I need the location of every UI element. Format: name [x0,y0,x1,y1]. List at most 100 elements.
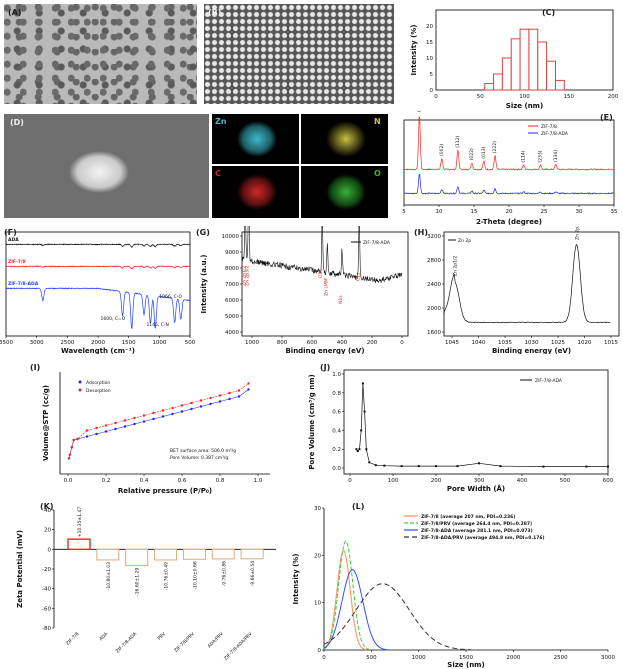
chart-i-point [180,404,184,407]
chart-i-point [218,394,222,397]
chart-i-point [247,388,250,391]
chart-g-ytick-label: 6000 [225,298,239,304]
chart-e-series-line [403,173,615,195]
chart-zeta-potential: 40 20 0 -20 -40 -60 -80 Zeta Potential (mV) +10.… [16,507,276,662]
chart-dls-size: 0 500 1000 1500 2000 2500 3000 0 10 20 30 Size (nm)… [292,506,615,668]
chart-i-point [228,397,231,401]
chart-k-value-label: -10.10±0.66 [192,561,198,589]
chart-j-point [358,448,361,451]
chart-e-frame [403,119,615,206]
chart-j-point [374,464,377,467]
chart-e-peak-label: (002) [439,144,445,156]
chart-g-ytick-label: 7000 [225,282,239,288]
chart-i-point [72,438,75,442]
chart-g-peak-label: N1s [338,295,344,304]
sem-image-b [204,4,394,104]
chart-h-xlabel: Binding energy (eV) [492,347,571,354]
panel-label-e: (E) [600,113,613,122]
chart-i-xlabel: Relative pressure (P/P₀) [118,487,212,494]
chart-e-xtick-label: 35 [611,209,618,215]
eds-map-n [301,114,388,164]
chart-j-ytick-label: 1.0 [332,372,341,378]
chart-pore-width: 0 100 200 300 400 500 600 1.0 0.8 0.6 0.4 0.2 0.0 Por… [308,369,614,493]
chart-j-xtick-label: 100 [388,478,399,484]
chart-e-xlabel: 2-Theta (degree) [476,218,542,226]
chart-k-bar [154,548,178,561]
chart-j-point [585,465,588,468]
chart-j-xtick-label: 400 [517,478,528,484]
chart-j-ytick-label: 0.4 [332,428,341,434]
chart-c-xtick-label: 50 [477,94,484,100]
chart-k-value-label: +10.35±1.47 [77,507,83,538]
chart-l-series-line [323,540,371,651]
chart-k-value-label: -9.76±0.86 [221,561,227,587]
chart-c-xtick-label: 200 [608,94,619,100]
chart-j-point [607,465,609,468]
chart-f-xlabel: Wavelength (cm⁻¹) [61,347,135,354]
chart-k-category-label: PRV [157,631,168,642]
eds-label-n: N [374,117,381,126]
chart-i-point [123,425,127,428]
chart-f-xtick-label: 1500 [122,340,136,346]
chart-g-ytick-label: 5000 [225,314,239,320]
chart-h-frame [443,231,620,337]
chart-i-point [133,416,136,420]
chart-e-peak-label: (222) [492,141,498,153]
chart-g-ytick-label: 4000 [225,330,239,336]
chart-e-xtick-label: 25 [541,209,548,215]
chart-xps-zn2p: 3200 2800 2400 2000 1600 1045 1040 1035 1030 1025… [427,226,620,354]
chart-l-xtick-label: 2000 [506,655,520,661]
panel-label-d: (D) [10,118,24,127]
chart-g-peak-label: Zn LMM [323,278,329,296]
chart-k-value-label: -10.76±0.49 [164,562,170,590]
chart-l-xtick-label: 1000 [412,655,426,661]
chart-k-bar [125,548,149,567]
chart-i-point [70,446,73,449]
chart-l-series-line [323,550,367,651]
panel-label-l: (L) [352,502,365,511]
chart-i-point [142,420,146,423]
chart-i-point [199,399,203,402]
chart-l-xtick-label: 1500 [459,655,473,661]
panel-label-f: (F) [4,228,17,237]
chart-j-point [417,465,420,468]
chart-j-ytick-label: 0.8 [332,391,341,397]
chart-f-xtick-label: 3500 [0,340,13,346]
chart-c-bar [510,38,521,91]
chart-k-ytick-label: 40 [44,508,51,514]
chart-j-point [542,465,545,468]
chart-i-point [95,432,98,436]
chart-g-series-line [241,226,402,284]
chart-l-legend-label: ZIF-7/8-ADA/PRV (average 494.8 nm, PDI=0… [421,535,545,541]
chart-g-peak-label: C1s [355,272,361,281]
chart-j-point [499,465,502,468]
chart-k-ytick-label: -60 [42,606,51,612]
chart-h-xtick-label: 1035 [498,340,512,346]
chart-k-ytick-label: -20 [42,567,51,573]
chart-f-series-line [5,287,191,330]
chart-e-xtick-label: 15 [471,209,478,215]
chart-e-peak-label: (134) [553,150,559,162]
chart-i-point [114,421,117,425]
chart-k-bar [240,548,264,560]
chart-i-point [85,429,89,432]
chart-i-point [133,422,136,426]
chart-h-xtick-label: 1030 [525,340,539,346]
chart-l-legend-label: ZIF-7/8-ADA (average 281.1 nm, PDI=0.073… [421,528,533,534]
chart-i-point [114,427,117,431]
chart-i-point [190,401,193,405]
chart-g-peak-label: Zn 2p1/2 [241,266,247,286]
chart-i-point [190,407,193,411]
chart-j-legend-label: ZIF-7/8-ADA [535,378,563,384]
chart-i-point [237,395,241,398]
sem-image-a [4,4,197,104]
chart-g-xlabel: Binding energy (eV) [285,347,364,354]
chart-e-peak-label: (013) [481,146,487,158]
chart-e-legend-label: ZIF-7/8-ADA [541,131,569,137]
chart-k-bar [182,548,206,560]
chart-g-xtick-label: 200 [367,340,378,346]
chart-c-bar [537,41,548,91]
eds-label-o: O [374,169,381,178]
chart-h-peak-label: Zn 2p1/2 [453,256,459,276]
chart-c-ytick-label: 0 [430,88,434,94]
